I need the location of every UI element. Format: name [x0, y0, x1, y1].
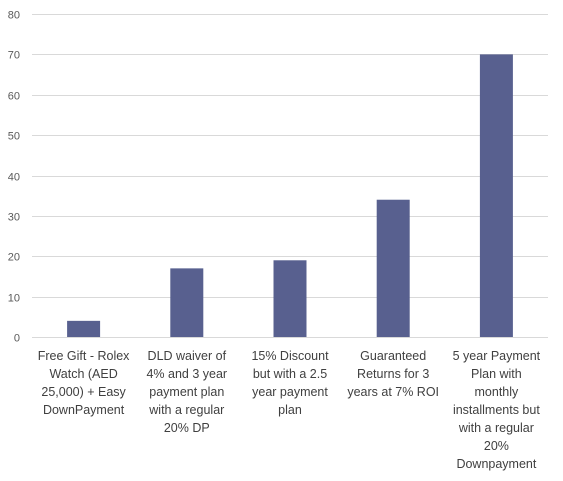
- x-tick-label-line: but with a 2.5: [252, 367, 328, 381]
- x-tick-label-line: plan: [278, 403, 302, 417]
- x-tick-label-line: Downpayment: [456, 457, 537, 471]
- x-tick-label-line: 5 year Payment: [452, 349, 541, 363]
- x-tick-label-line: Plan with: [471, 367, 522, 381]
- y-tick-label: 70: [8, 50, 20, 62]
- y-tick-label: 30: [8, 212, 20, 224]
- y-tick-label: 20: [8, 252, 20, 264]
- bars: [67, 54, 513, 337]
- x-tick-label-line: 4% and 3 year: [146, 367, 228, 381]
- x-tick-label-line: monthly: [474, 385, 519, 399]
- x-tick-label-line: 15% Discount: [251, 349, 329, 363]
- gridlines: [32, 14, 548, 338]
- x-tick-label-line: 20%: [483, 439, 509, 453]
- x-tick-label: 5 year Payment Plan with monthly installmen…: [448, 347, 544, 473]
- x-tick-label-line: 20% DP: [163, 421, 210, 435]
- x-tick-label: 15% Discount but with a 2.5 year payment pl…: [242, 347, 338, 419]
- x-tick-label-line: Returns for 3: [357, 367, 430, 381]
- y-axis-ticks: 0 10 20 30 40 50 60 70 80: [8, 10, 20, 345]
- bar: [273, 260, 307, 337]
- x-tick-label-line: with a regular: [149, 403, 225, 417]
- y-tick-label: 10: [8, 293, 20, 305]
- x-tick-label-line: 25,000) + Easy: [41, 385, 126, 399]
- bar: [67, 320, 101, 337]
- x-tick-label-line: Guaranteed: [360, 349, 427, 363]
- x-tick-label: Guaranteed Returns for 3 years at 7% ROI: [345, 347, 441, 401]
- x-tick-label-line: with a regular: [458, 421, 534, 435]
- y-tick-label: 80: [8, 10, 20, 22]
- y-tick-label: 50: [8, 131, 20, 143]
- x-tick-label: Free Gift - Rolex Watch (AED 25,000) + Eas…: [36, 347, 132, 419]
- x-tick-label-line: Watch (AED: [49, 367, 118, 381]
- y-tick-label: 0: [14, 333, 20, 345]
- x-tick-label-line: years at 7% ROI: [347, 385, 440, 399]
- x-tick-label-line: payment plan: [149, 385, 225, 399]
- bar: [479, 54, 513, 337]
- y-tick-label: 60: [8, 91, 20, 103]
- x-tick-label-line: DownPayment: [42, 403, 125, 417]
- x-tick-label-line: installments but: [452, 403, 540, 417]
- x-tick-label-line: DLD waiver of: [147, 349, 227, 363]
- y-tick-label: 40: [8, 172, 20, 184]
- bar: [170, 268, 204, 337]
- x-tick-label: DLD waiver of 4% and 3 year payment plan wi…: [139, 347, 235, 437]
- bar: [376, 199, 410, 337]
- x-tick-label-line: Free Gift - Rolex: [37, 349, 130, 363]
- x-tick-label-line: year payment: [252, 385, 328, 399]
